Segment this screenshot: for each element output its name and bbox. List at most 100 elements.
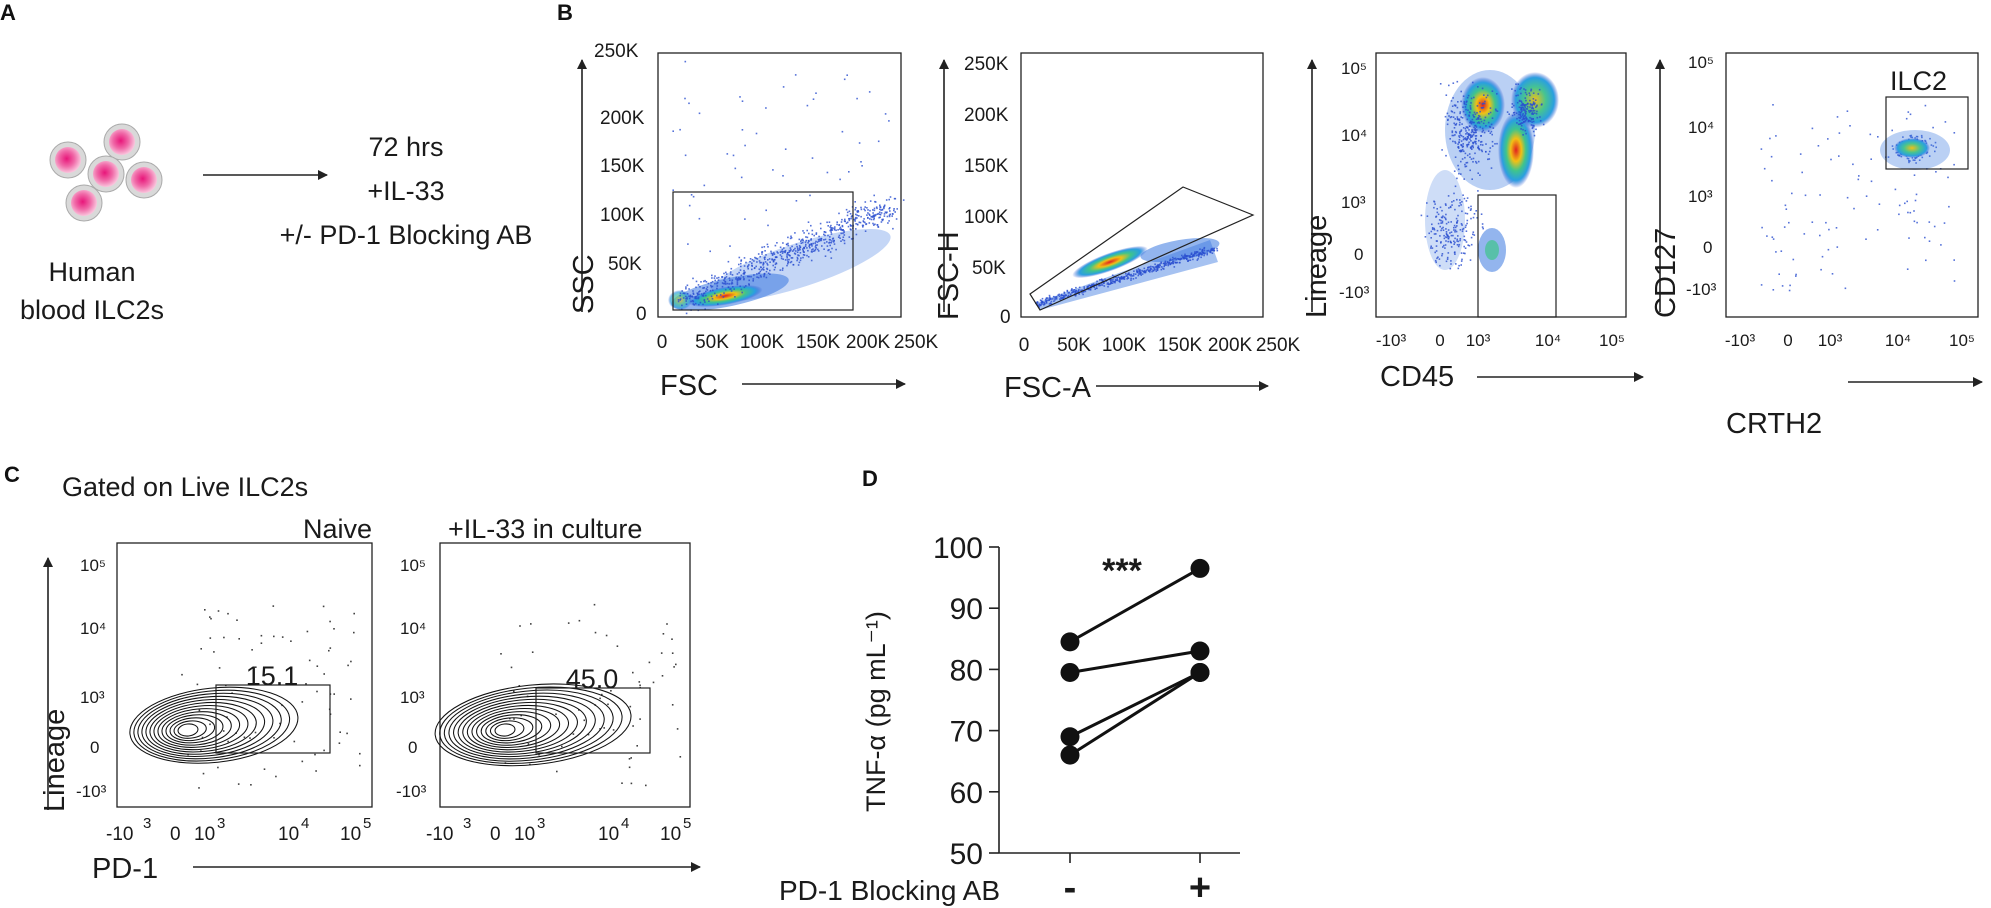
event-dot bbox=[273, 635, 275, 638]
event-dot bbox=[1074, 295, 1077, 297]
event-dot bbox=[762, 264, 764, 266]
event-dot bbox=[1535, 112, 1538, 115]
event-dot bbox=[831, 240, 833, 242]
event-dot bbox=[835, 229, 837, 232]
event-dot bbox=[1907, 211, 1909, 214]
event-dot bbox=[1211, 247, 1214, 250]
event-dot bbox=[1098, 283, 1101, 286]
event-dot bbox=[1522, 106, 1524, 109]
event-dot bbox=[1039, 304, 1041, 307]
event-dot bbox=[1466, 161, 1469, 164]
event-dot bbox=[1469, 111, 1471, 114]
event-dot bbox=[1173, 266, 1176, 268]
event-dot bbox=[1460, 140, 1463, 142]
event-dot bbox=[1144, 270, 1146, 272]
event-dot bbox=[810, 239, 812, 241]
event-dot bbox=[763, 274, 766, 276]
event-dot bbox=[699, 286, 701, 288]
event-dot bbox=[817, 248, 819, 251]
event-dot bbox=[1471, 148, 1473, 150]
event-dot bbox=[763, 269, 765, 271]
event-dot bbox=[716, 285, 719, 287]
event-dot bbox=[1456, 177, 1458, 180]
event-dot bbox=[763, 275, 765, 278]
event-dot bbox=[888, 214, 891, 217]
event-dot bbox=[1157, 264, 1159, 267]
event-dot bbox=[1484, 100, 1486, 103]
event-dot bbox=[1470, 122, 1473, 125]
event-dot bbox=[724, 282, 726, 285]
event-dot bbox=[1082, 293, 1084, 296]
event-dot bbox=[781, 252, 784, 254]
contour-plot-il33 bbox=[434, 683, 632, 767]
y-axis-label: CD127 bbox=[1650, 228, 1682, 318]
event-dot bbox=[788, 258, 790, 261]
event-dot bbox=[1788, 289, 1791, 292]
event-dot bbox=[714, 275, 716, 277]
event-dot bbox=[802, 230, 804, 232]
event-dot bbox=[748, 264, 750, 266]
event-dot bbox=[1827, 248, 1830, 251]
event-dot bbox=[815, 247, 817, 249]
event-dot bbox=[1466, 96, 1469, 99]
tick-label: 0 bbox=[1354, 245, 1363, 264]
singlet-gate bbox=[1029, 186, 1255, 311]
event-dot bbox=[1109, 278, 1112, 281]
event-dot bbox=[800, 242, 803, 244]
event-dot bbox=[765, 107, 767, 109]
event-dot bbox=[817, 250, 820, 252]
event-dot bbox=[1480, 118, 1482, 120]
event-dot bbox=[1103, 285, 1106, 287]
event-dot bbox=[1473, 131, 1475, 134]
event-dot bbox=[780, 255, 783, 258]
event-dot bbox=[1897, 154, 1899, 156]
event-dot bbox=[599, 697, 601, 700]
event-dot bbox=[839, 228, 841, 230]
event-dot bbox=[816, 244, 818, 246]
event-dot bbox=[1924, 236, 1926, 239]
event-dot bbox=[1870, 180, 1873, 183]
event-dot bbox=[1469, 156, 1471, 158]
event-dot bbox=[1479, 115, 1481, 118]
event-dot bbox=[1216, 249, 1219, 252]
event-dot bbox=[799, 248, 801, 251]
tick-label: 3 bbox=[143, 815, 151, 832]
event-dot bbox=[1160, 262, 1162, 265]
contour-plot-naive bbox=[129, 686, 299, 764]
contour-ring bbox=[448, 692, 605, 760]
event-dot bbox=[1154, 268, 1156, 270]
event-dot bbox=[1476, 122, 1479, 124]
event-dot bbox=[797, 254, 799, 256]
event-dot bbox=[1835, 227, 1838, 229]
cell-label-line1: Human bbox=[48, 257, 135, 287]
event-dot bbox=[727, 260, 730, 263]
event-dot bbox=[743, 265, 746, 267]
event-dot bbox=[1139, 271, 1141, 273]
event-dot bbox=[1490, 130, 1493, 133]
event-dot bbox=[530, 623, 532, 625]
tick-label: 10 bbox=[278, 824, 299, 845]
event-dot bbox=[1455, 263, 1457, 265]
event-dot bbox=[863, 218, 865, 220]
event-dot bbox=[1464, 113, 1467, 116]
event-dot bbox=[837, 229, 839, 231]
event-dot bbox=[820, 238, 823, 240]
event-dot bbox=[1440, 229, 1442, 232]
event-dot bbox=[714, 292, 716, 295]
event-dot bbox=[838, 224, 840, 226]
y-tick-label: 60 bbox=[950, 777, 983, 810]
y-axis-label: Lineage bbox=[39, 709, 71, 812]
event-dot bbox=[1456, 240, 1458, 242]
event-dot bbox=[782, 258, 784, 260]
event-dot bbox=[1446, 234, 1449, 236]
event-dot bbox=[1428, 232, 1430, 235]
event-dot bbox=[841, 218, 843, 221]
event-dot bbox=[1194, 251, 1196, 253]
event-dot bbox=[816, 241, 819, 243]
event-dot bbox=[785, 243, 788, 246]
tick-label: 10⁴ bbox=[1688, 118, 1714, 137]
event-dot bbox=[682, 297, 685, 299]
event-dot bbox=[1914, 159, 1916, 161]
event-dot bbox=[1081, 291, 1083, 294]
event-dot bbox=[1466, 126, 1468, 128]
